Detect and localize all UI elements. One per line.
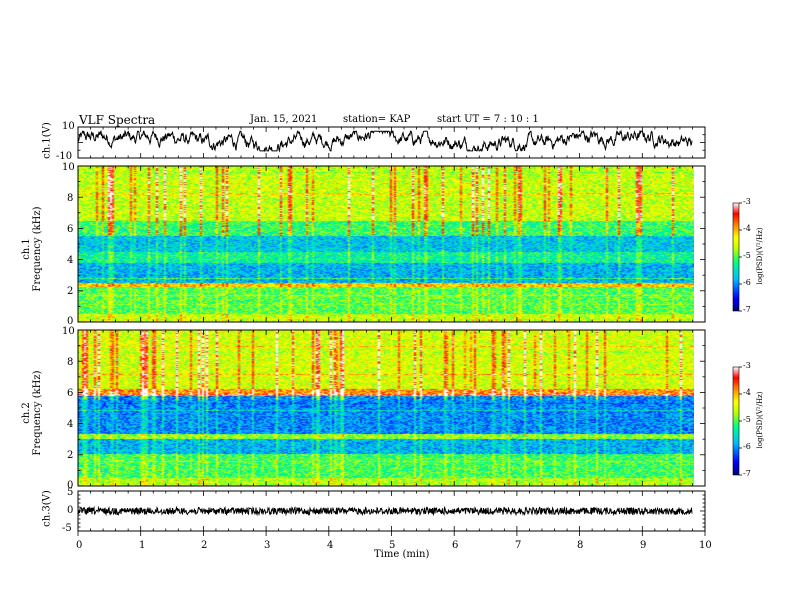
ch3-ylabel: ch.3(V) [42, 486, 53, 532]
cb2-tick-m5: -5 [743, 415, 751, 424]
ch1-waveform-panel [78, 127, 705, 158]
colorbar-1 [733, 203, 742, 311]
spec2-ylabel-ch: ch.2 [21, 368, 32, 458]
ch1-spectrogram-panel [78, 166, 705, 322]
spec2-ytick-8: 8 [67, 357, 73, 368]
ch1-ytick-top: 10 [62, 121, 75, 132]
cb1-tick-m6: -6 [743, 278, 751, 287]
ch3-ytick-5: 5 [67, 487, 73, 498]
colorbar-1-bar [733, 203, 739, 311]
ch1-ylabel: ch.1(V) [42, 118, 53, 164]
date-label: Jan. 15, 2021 [250, 114, 317, 125]
xtick-9: 9 [640, 540, 646, 551]
ch3-ytick-0: 0 [67, 505, 73, 516]
colorbar-2-bar [733, 367, 739, 475]
xtick-10: 10 [699, 540, 712, 551]
x-axis-label: Time (min) [374, 549, 429, 560]
spec1-ytick-4: 4 [67, 255, 73, 266]
colorbar-2 [733, 367, 742, 475]
ch1-ytick-bottom: -10 [56, 151, 72, 162]
cb1-tick-m5: -5 [743, 251, 751, 260]
cb2-tick-m7: -7 [743, 469, 751, 478]
ch1-spectrogram-image [78, 166, 694, 322]
spec2-ylabel-group: ch.2 Frequency (kHz) [21, 368, 43, 458]
spec2-ytick-4: 4 [67, 419, 73, 430]
cb2-tick-m6: -6 [743, 442, 751, 451]
cb1-tick-m4: -4 [743, 224, 751, 233]
cb1-tick-m7: -7 [743, 305, 751, 314]
cb1-tick-m3: -3 [743, 197, 751, 206]
spec1-ylabel-ch: ch.1 [21, 204, 32, 294]
xtick-2: 2 [201, 540, 207, 551]
spec1-ylabel-group: ch.1 Frequency (kHz) [21, 204, 43, 294]
colorbar-2-ticks [739, 367, 742, 475]
cb2-tick-m4: -4 [743, 388, 751, 397]
xtick-7: 7 [515, 540, 521, 551]
xtick-1: 1 [139, 540, 145, 551]
colorbar-1-ticks [739, 203, 742, 311]
ch2-spectrogram-image [78, 330, 694, 486]
cb1-label: log(PSD)(V²/Hz) [756, 208, 764, 304]
spec2-ytick-2: 2 [67, 450, 73, 461]
ch3-ytick-minus5: -5 [62, 523, 72, 534]
cb2-tick-m3: -3 [743, 361, 751, 370]
spec2-ytick-10: 10 [62, 326, 75, 337]
xtick-0: 0 [76, 540, 82, 551]
xtick-3: 3 [264, 540, 270, 551]
spec1-ytick-8: 8 [67, 193, 73, 204]
cb2-label: log(PSD)(V²/Hz) [756, 372, 764, 468]
spec1-ytick-10: 10 [62, 162, 75, 173]
start-time-label: start UT = 7 : 10 : 1 [437, 114, 539, 125]
spec1-ylabel-freq: Frequency (kHz) [32, 204, 43, 294]
spec1-ytick-2: 2 [67, 286, 73, 297]
ch2-spectrogram-panel [78, 330, 705, 486]
spec2-ylabel-freq: Frequency (kHz) [32, 368, 43, 458]
ch3-waveform-panel [78, 491, 705, 531]
spec1-ytick-6: 6 [67, 224, 73, 235]
chart-title: VLF Spectra [79, 113, 155, 127]
xtick-8: 8 [577, 540, 583, 551]
spec2-ytick-6: 6 [67, 388, 73, 399]
figure [0, 0, 792, 612]
x-axis [78, 531, 705, 536]
xtick-4: 4 [327, 540, 333, 551]
xtick-6: 6 [452, 540, 458, 551]
station-label: station= KAP [343, 114, 410, 125]
